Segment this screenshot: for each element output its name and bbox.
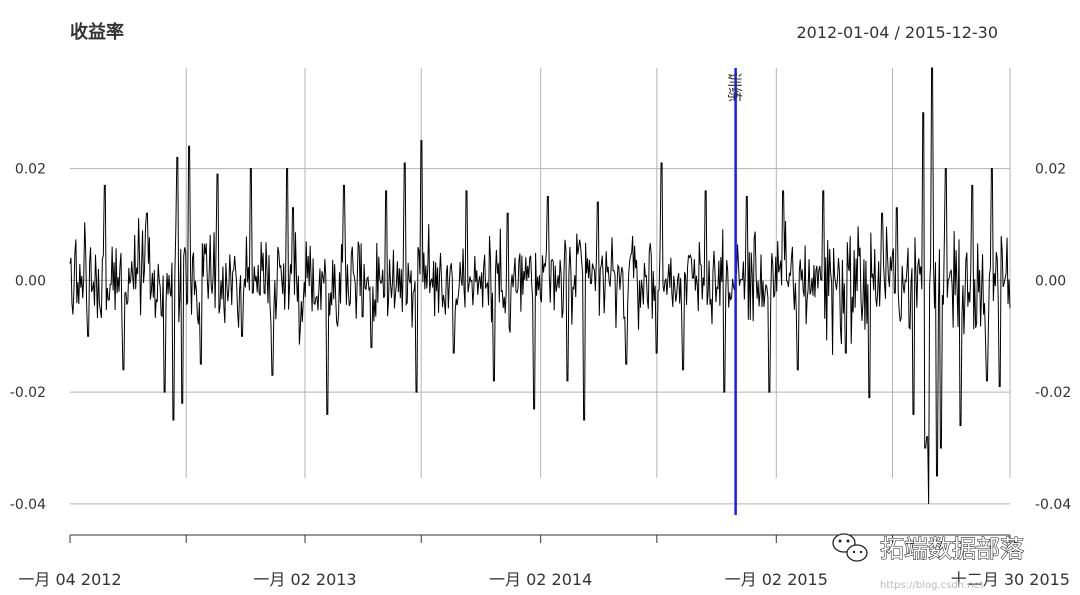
y-tick-label-right-1: 0.00 xyxy=(1035,273,1066,289)
x-tick-label-3: 一月 02 2015 xyxy=(725,570,828,589)
watermark-url: https://blog.csdn.net xyxy=(880,580,984,591)
series-line xyxy=(69,67,1011,504)
y-tick-label-right-2: -0.02 xyxy=(1035,385,1071,401)
x-tick-label-1: 一月 02 2013 xyxy=(253,570,356,589)
y-axis-left-labels: 0.02 0.00 -0.02 -0.04 xyxy=(10,162,46,513)
wechat-icon xyxy=(832,533,868,562)
watermark: 拓端数据部落 https://blog.csdn.net xyxy=(832,533,1025,591)
x-axis xyxy=(69,534,1011,543)
y-tick-label-left-1: 0.00 xyxy=(15,273,46,289)
y-axis-right-labels: 0.02 0.00 -0.02 -0.04 xyxy=(1035,162,1071,513)
y-tick-label-right-0: 0.02 xyxy=(1035,162,1066,178)
watermark-text: 拓端数据部落 xyxy=(880,535,1024,563)
y-tick-label-left-3: -0.04 xyxy=(10,497,46,513)
return-series xyxy=(69,67,1011,504)
event-line-group: 训练 xyxy=(726,68,744,515)
y-tick-label-left-2: -0.02 xyxy=(10,385,46,401)
x-tick-label-4: 十二月 30 2015 xyxy=(951,570,1070,589)
y-tick-label-left-0: 0.02 xyxy=(15,162,46,178)
x-tick-label-0: 一月 04 2012 xyxy=(18,570,121,589)
x-tick-label-2: 一月 02 2014 xyxy=(489,570,592,589)
chart-title: 收益率 xyxy=(70,21,124,43)
event-label: 训练 xyxy=(726,72,744,102)
y-tick-label-right-3: -0.04 xyxy=(1035,497,1071,513)
x-axis-labels: 一月 04 2012 一月 02 2013 一月 02 2014 一月 02 2015… xyxy=(18,570,1070,589)
date-range-label: 2012-01-04 / 2015-12-30 xyxy=(796,23,998,42)
